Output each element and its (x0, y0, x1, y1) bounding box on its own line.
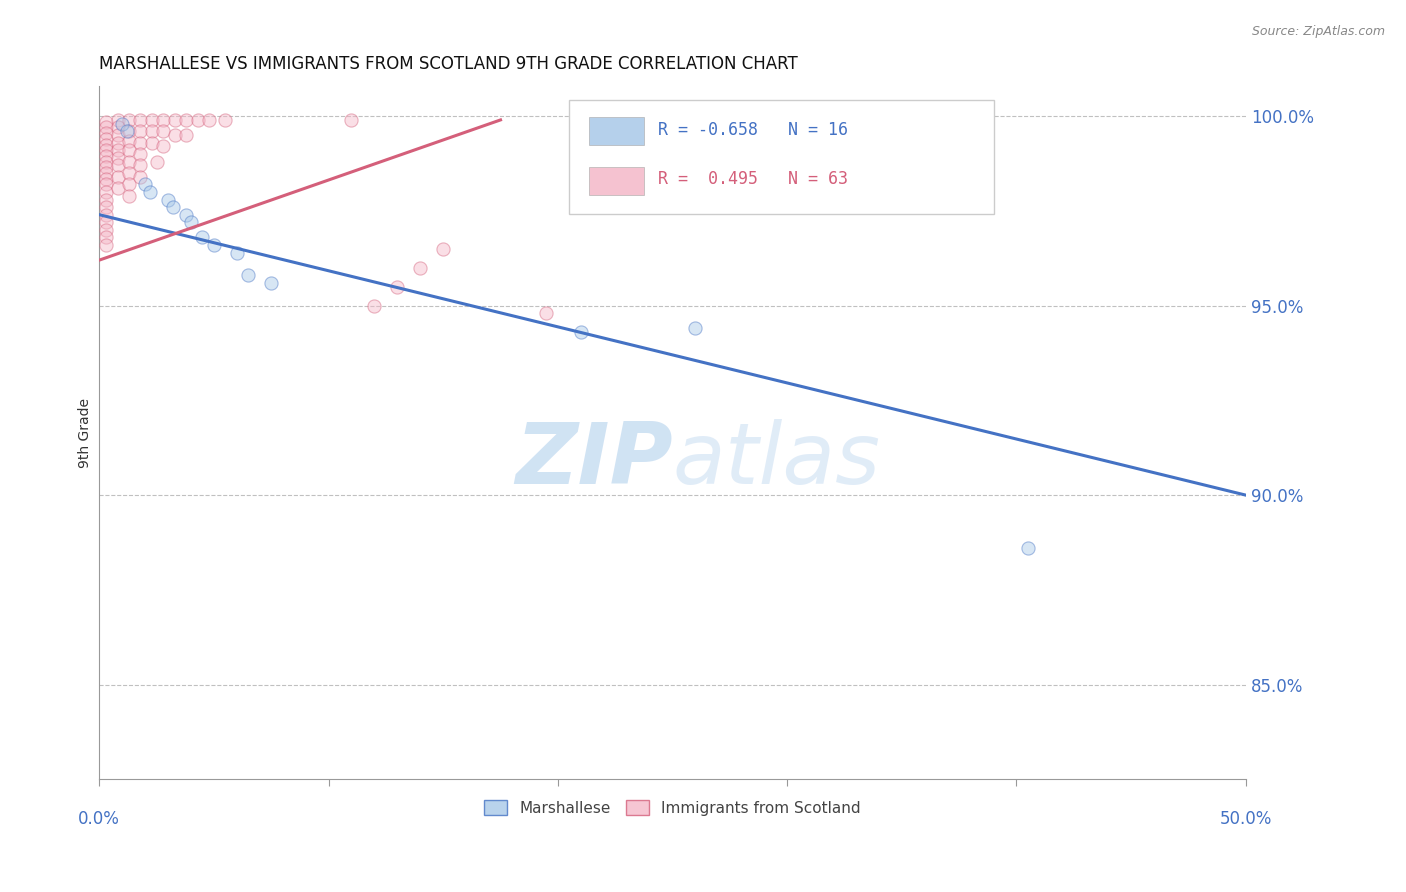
FancyBboxPatch shape (589, 167, 644, 194)
Point (152, 139, 174, 153)
Point (141, 112, 163, 127)
Point (569, 325, 592, 339)
Point (94, 230, 117, 244)
Point (94, 215, 117, 229)
Text: 50.0%: 50.0% (1219, 810, 1272, 828)
Point (134, 178, 156, 192)
Point (94, 143, 117, 157)
Point (107, 120, 129, 135)
Point (176, 208, 198, 222)
Point (94, 238, 117, 252)
Point (118, 112, 141, 127)
Point (129, 124, 152, 138)
Point (94, 193, 117, 207)
Point (432, 242, 454, 256)
Point (118, 178, 141, 192)
Point (118, 124, 141, 138)
Point (238, 268, 260, 283)
Y-axis label: 9th Grade: 9th Grade (79, 398, 93, 467)
Point (94, 178, 117, 192)
Point (94, 137, 117, 152)
Point (107, 181, 129, 195)
Point (387, 279, 409, 293)
Point (191, 230, 214, 244)
Point (176, 128, 198, 142)
Point (363, 299, 385, 313)
Point (118, 134, 141, 148)
Point (118, 143, 141, 157)
Point (94, 171, 117, 186)
Point (129, 112, 152, 127)
Point (107, 169, 129, 184)
Point (162, 200, 184, 214)
Legend: Marshallese, Immigrants from Scotland: Marshallese, Immigrants from Scotland (478, 794, 868, 822)
Point (94, 132, 117, 146)
Point (118, 166, 141, 180)
Point (107, 151, 129, 165)
Point (225, 245, 247, 260)
FancyBboxPatch shape (569, 100, 994, 214)
Text: R = -0.658   N = 16: R = -0.658 N = 16 (658, 120, 848, 138)
Point (129, 158, 152, 172)
Point (94, 154, 117, 169)
Point (115, 124, 138, 138)
Point (107, 143, 129, 157)
Point (107, 158, 129, 172)
Point (152, 124, 174, 138)
Point (118, 188, 141, 202)
Point (685, 321, 707, 335)
Point (141, 124, 163, 138)
Point (536, 306, 558, 320)
Point (202, 238, 225, 252)
Point (141, 136, 163, 150)
Point (94, 115, 117, 129)
FancyBboxPatch shape (589, 117, 644, 145)
Point (176, 112, 198, 127)
Point (152, 112, 174, 127)
Point (118, 154, 141, 169)
Text: Source: ZipAtlas.com: Source: ZipAtlas.com (1251, 25, 1385, 38)
Point (129, 147, 152, 161)
Point (94, 120, 117, 135)
Point (138, 185, 160, 199)
Point (94, 208, 117, 222)
Text: ZIP: ZIP (515, 419, 672, 502)
Point (1017, 541, 1039, 556)
Point (163, 128, 186, 142)
Point (187, 112, 209, 127)
Text: atlas: atlas (672, 419, 880, 502)
Point (94, 161, 117, 175)
Point (94, 166, 117, 180)
Point (107, 136, 129, 150)
Point (107, 128, 129, 142)
Point (129, 169, 152, 184)
Point (94, 185, 117, 199)
Point (198, 112, 221, 127)
Point (94, 126, 117, 140)
Point (340, 112, 363, 127)
Point (107, 112, 129, 127)
Text: MARSHALLESE VS IMMIGRANTS FROM SCOTLAND 9TH GRADE CORRELATION CHART: MARSHALLESE VS IMMIGRANTS FROM SCOTLAND … (100, 55, 799, 73)
Point (129, 136, 152, 150)
Point (145, 154, 167, 169)
Point (156, 193, 179, 207)
Text: R =  0.495   N = 63: R = 0.495 N = 63 (658, 170, 848, 188)
Point (180, 215, 202, 229)
Point (409, 260, 432, 275)
Point (214, 112, 236, 127)
Text: 0.0%: 0.0% (79, 810, 120, 828)
Point (94, 223, 117, 237)
Point (111, 117, 134, 131)
Point (94, 149, 117, 163)
Point (94, 200, 117, 214)
Point (163, 112, 186, 127)
Point (260, 276, 283, 290)
